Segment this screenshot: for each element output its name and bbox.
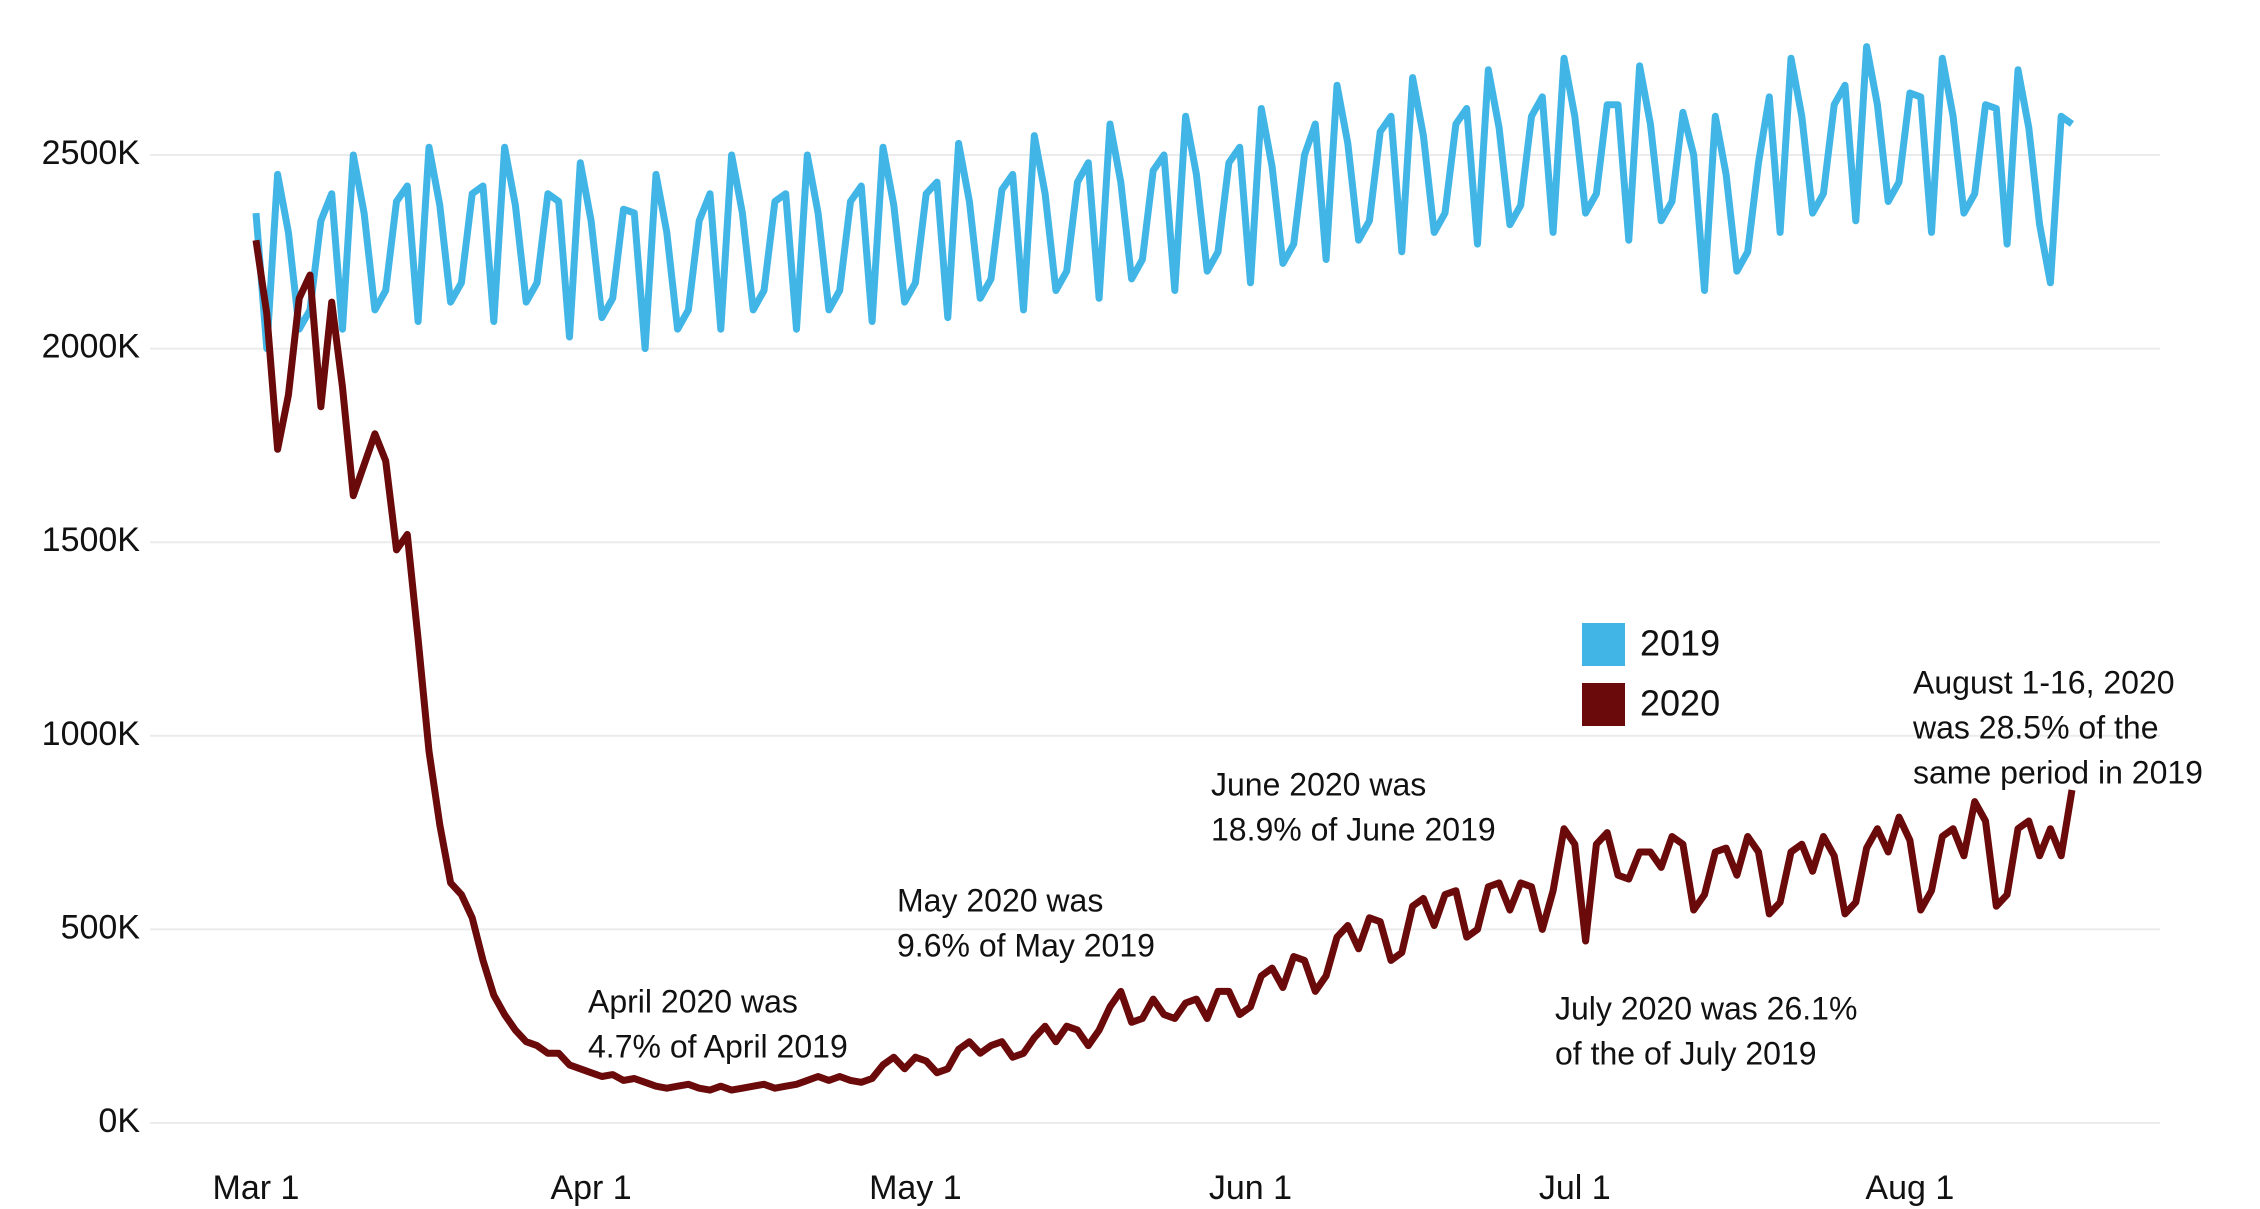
annotation: April 2020 was xyxy=(588,983,798,1019)
annotation: 18.9% of June 2019 xyxy=(1211,811,1496,847)
y-tick-label: 1000K xyxy=(42,715,141,753)
annotation: May 2020 was xyxy=(897,882,1103,918)
annotation: 4.7% of April 2019 xyxy=(588,1028,848,1064)
legend-label: 2020 xyxy=(1640,683,1720,724)
annotation: was 28.5% of the xyxy=(1912,709,2158,745)
y-tick-label: 0K xyxy=(98,1102,140,1140)
x-tick-label: Jul 1 xyxy=(1539,1169,1611,1207)
legend-label: 2019 xyxy=(1640,623,1720,664)
annotation: of the of July 2019 xyxy=(1555,1035,1817,1071)
annotation: July 2020 was 26.1% xyxy=(1555,990,1857,1026)
y-tick-label: 2000K xyxy=(42,328,141,366)
y-tick-label: 500K xyxy=(61,908,141,946)
series-line xyxy=(252,43,2075,353)
x-tick-label: May 1 xyxy=(869,1169,962,1207)
legend-swatch xyxy=(1582,623,1625,666)
annotation: June 2020 was xyxy=(1211,766,1426,802)
y-tick-label: 2500K xyxy=(42,134,141,172)
legend-swatch xyxy=(1582,683,1625,726)
x-tick-label: Apr 1 xyxy=(550,1169,631,1207)
x-tick-label: Mar 1 xyxy=(213,1169,300,1207)
annotation: 9.6% of May 2019 xyxy=(897,927,1155,963)
annotation: August 1-16, 2020 xyxy=(1913,664,2175,700)
y-tick-label: 1500K xyxy=(42,521,141,559)
x-tick-label: Jun 1 xyxy=(1209,1169,1292,1207)
series-line xyxy=(252,239,2076,1094)
x-tick-label: Aug 1 xyxy=(1865,1169,1954,1207)
annotation: same period in 2019 xyxy=(1913,754,2203,790)
